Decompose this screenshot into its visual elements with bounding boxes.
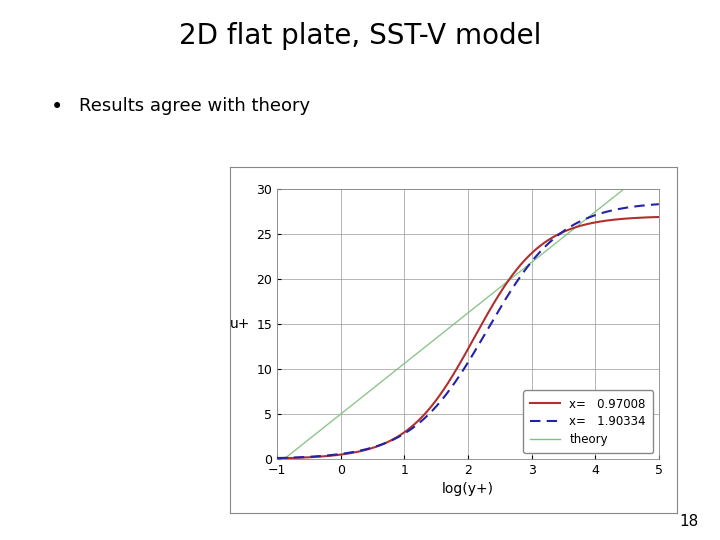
Text: 18: 18 [679, 514, 698, 529]
Text: •: • [50, 97, 63, 117]
X-axis label: log(y+): log(y+) [442, 482, 494, 496]
Text: 2D flat plate, SST-V model: 2D flat plate, SST-V model [179, 22, 541, 50]
Y-axis label: u+: u+ [230, 317, 250, 331]
Text: Results agree with theory: Results agree with theory [79, 97, 310, 115]
Legend: x=   0.97008, x=   1.90334, theory: x= 0.97008, x= 1.90334, theory [523, 390, 653, 453]
